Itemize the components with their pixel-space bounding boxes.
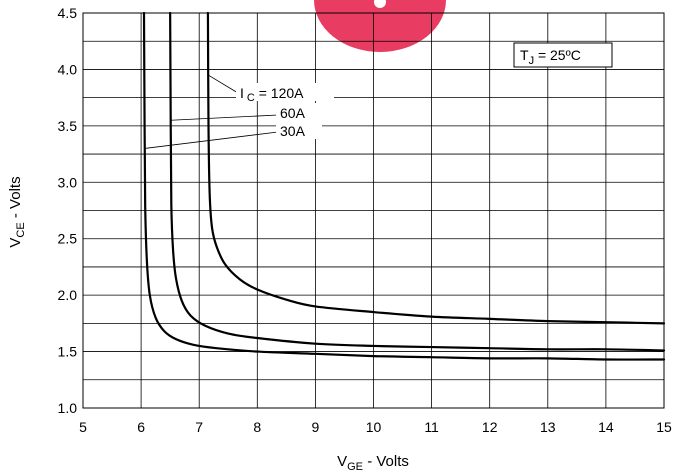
leader-line-30a — [144, 131, 279, 149]
condition-label: TJ = 25ºC — [520, 47, 581, 67]
series-line-60a — [169, 11, 666, 352]
y-tick-label: 3.0 — [58, 174, 78, 190]
grid — [83, 13, 664, 408]
x-tick-label: 10 — [366, 419, 382, 435]
x-tick-label: 8 — [253, 419, 261, 435]
series-line-30a — [142, 11, 666, 361]
watermark-dot — [374, 0, 386, 8]
x-tick-label: 11 — [424, 419, 439, 435]
series-label-60a: 60A — [280, 105, 306, 121]
plot-frame — [82, 12, 665, 409]
x-tick-label: 13 — [540, 419, 556, 435]
x-tick-label: 15 — [656, 419, 672, 435]
series-line-120a — [206, 11, 666, 325]
series-group — [142, 11, 666, 361]
y-tick-label: 1.0 — [58, 400, 78, 416]
x-tick-label: 6 — [137, 419, 145, 435]
x-tick-label: 14 — [598, 419, 614, 435]
series-label-30a: 30A — [280, 123, 306, 139]
y-tick-labels: 1.0 1.5 2.0 2.5 3.0 3.5 4.0 4.5 — [58, 5, 78, 416]
x-tick-label: 9 — [312, 419, 320, 435]
x-axis-title: VGE - Volts — [337, 453, 409, 473]
leader-lines — [144, 74, 279, 149]
y-tick-label: 2.0 — [58, 287, 78, 303]
x-tick-label: 5 — [79, 419, 87, 435]
y-tick-label: 1.5 — [58, 344, 78, 360]
x-tick-label: 7 — [195, 419, 203, 435]
x-tick-labels: 5 6 7 8 9 10 11 12 13 14 15 — [79, 419, 672, 435]
x-tick-label: 12 — [482, 419, 498, 435]
y-axis-title: VCE - Volts — [7, 176, 27, 247]
leader-line-120a — [208, 74, 239, 94]
y-tick-label: 2.5 — [58, 231, 78, 247]
leader-line-60a — [170, 114, 279, 121]
condition-box: TJ = 25ºC — [513, 42, 613, 68]
y-tick-label: 4.5 — [58, 5, 78, 21]
y-tick-label: 3.5 — [58, 118, 78, 134]
y-tick-label: 4.0 — [58, 61, 78, 77]
